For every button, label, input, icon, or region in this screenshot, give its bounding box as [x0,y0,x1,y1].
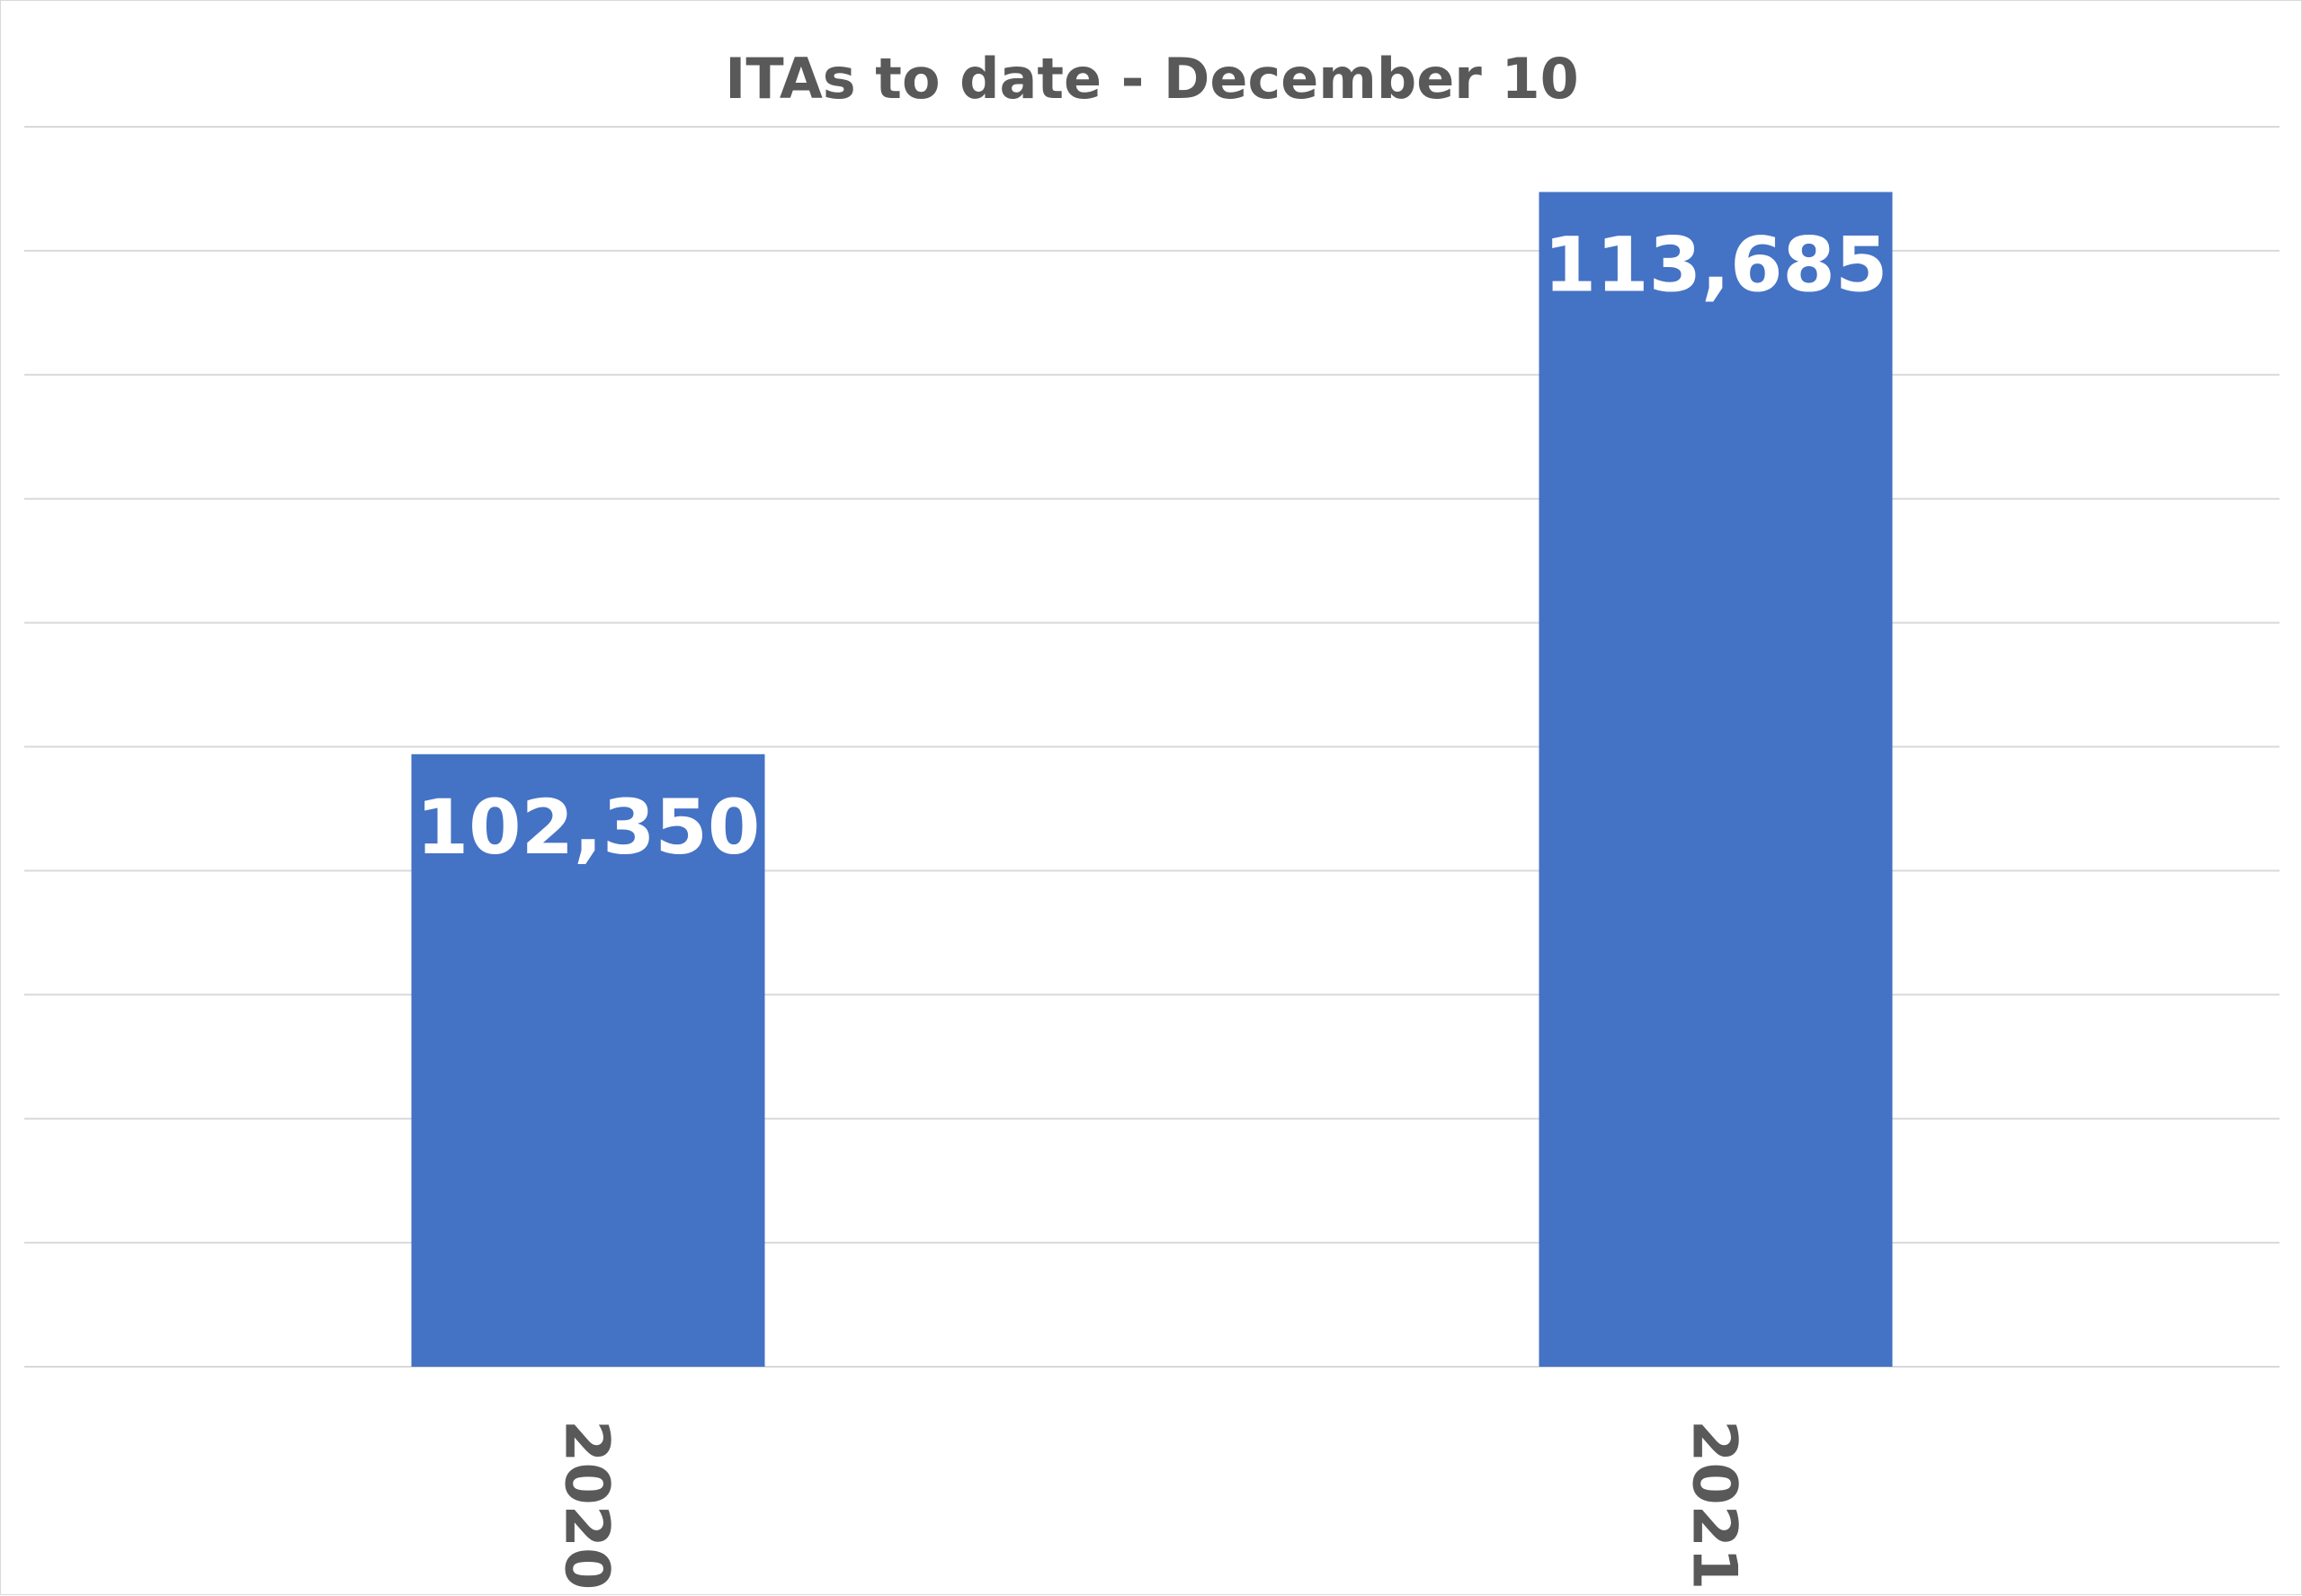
bar-2020 [411,753,765,1367]
category-labels: 2020 2021 [551,1420,1750,1590]
data-label-2020: 102,350 [416,783,761,871]
chart-title: ITAs to date - December 10 [725,46,1578,111]
data-labels: 102,350 113,685 [416,221,1888,871]
category-label-2020: 2020 [551,1420,622,1590]
category-label-2021: 2021 [1679,1420,1750,1590]
bar-2021 [1539,192,1893,1367]
bars [411,192,1893,1367]
gridlines [24,126,2280,1368]
data-label-2021: 113,685 [1544,221,1888,309]
